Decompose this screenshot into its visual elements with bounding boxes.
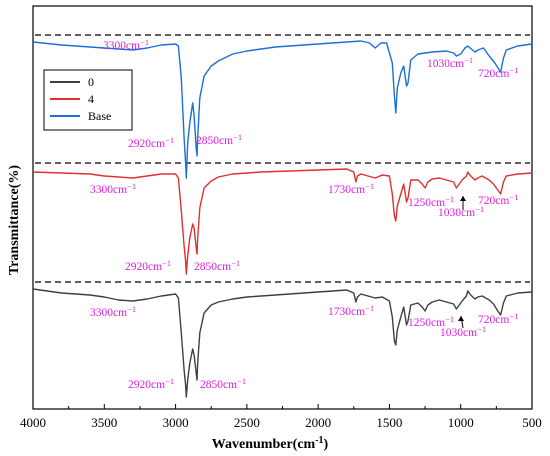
x-axis-title: Wavenumber(cm-1) bbox=[212, 435, 329, 452]
peak-label: 720cm−1 bbox=[478, 311, 518, 326]
peak-label: 3300cm−1 bbox=[103, 37, 149, 52]
x-axis: 4000 3500 3000 2500 2000 1500 1000 500 bbox=[20, 404, 542, 430]
series-line-4 bbox=[32, 168, 533, 275]
x-tick-label: 500 bbox=[522, 415, 542, 430]
legend-label-4: 4 bbox=[88, 92, 94, 106]
peak-label: 2850cm−1 bbox=[200, 376, 246, 391]
peak-label: 720cm−1 bbox=[478, 192, 518, 207]
peak-label: 720cm−1 bbox=[478, 65, 518, 80]
peak-label: 1030cm−1 bbox=[440, 324, 486, 339]
peak-label: 2920cm−1 bbox=[128, 135, 174, 150]
legend-label-base: Base bbox=[88, 109, 111, 123]
x-axis-title-close: ) bbox=[324, 437, 329, 452]
legend-label-0: 0 bbox=[88, 75, 94, 89]
series-line-base bbox=[32, 40, 533, 179]
peak-label: 3300cm−1 bbox=[90, 304, 136, 319]
x-axis-title-main: Wavenumber(cm bbox=[212, 437, 316, 452]
peak-label: 1730cm−1 bbox=[328, 181, 374, 196]
x-tick-label: 2000 bbox=[305, 415, 331, 430]
peak-label: 2850cm−1 bbox=[194, 258, 240, 273]
peak-label: 2920cm−1 bbox=[128, 376, 174, 391]
series-line-0 bbox=[32, 288, 533, 398]
peak-label: 1250cm−1 bbox=[408, 194, 454, 209]
peak-label: 2850cm−1 bbox=[196, 132, 242, 147]
x-tick-label: 2500 bbox=[234, 415, 260, 430]
arrow-head bbox=[460, 196, 466, 201]
x-tick-label: 3000 bbox=[163, 415, 189, 430]
peak-label: 1730cm−1 bbox=[328, 303, 374, 318]
peak-label: 2920cm−1 bbox=[125, 258, 171, 273]
x-tick-label: 4000 bbox=[20, 415, 46, 430]
y-axis-title: Transmittance(%) bbox=[7, 165, 22, 275]
x-tick-label: 1000 bbox=[448, 415, 474, 430]
x-tick-label: 1500 bbox=[376, 415, 402, 430]
x-tick-label: 3500 bbox=[91, 415, 117, 430]
arrow-head bbox=[458, 316, 464, 321]
peak-label: 1030cm−1 bbox=[438, 204, 484, 219]
peak-label: 1030cm−1 bbox=[427, 55, 473, 70]
x-axis-title-sup: -1 bbox=[315, 435, 323, 446]
legend: 0 4 Base bbox=[43, 69, 133, 131]
peak-label: 1250cm−1 bbox=[408, 314, 454, 329]
peak-label: 3300cm−1 bbox=[90, 181, 136, 196]
